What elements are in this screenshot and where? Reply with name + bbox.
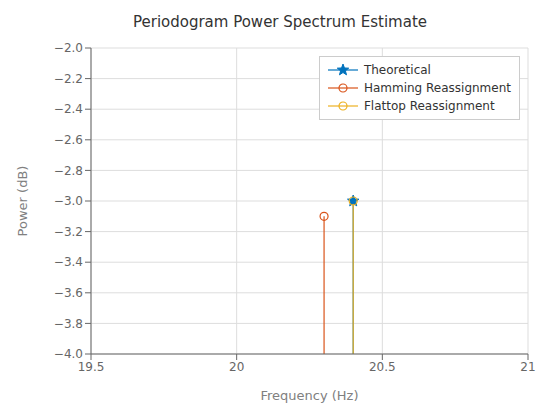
svg-text:−3.4: −3.4 bbox=[54, 255, 83, 269]
svg-text:20: 20 bbox=[229, 360, 244, 374]
svg-text:−2.8: −2.8 bbox=[54, 164, 83, 178]
svg-text:−2.4: −2.4 bbox=[54, 102, 83, 116]
svg-text:−3.8: −3.8 bbox=[54, 317, 83, 331]
svg-text:19.5: 19.5 bbox=[78, 360, 105, 374]
svg-text:Frequency (Hz): Frequency (Hz) bbox=[260, 388, 358, 403]
svg-text:−3.6: −3.6 bbox=[54, 286, 83, 300]
svg-text:−2.6: −2.6 bbox=[54, 133, 83, 147]
svg-text:−3.2: −3.2 bbox=[54, 225, 83, 239]
svg-text:Power (dB): Power (dB) bbox=[15, 166, 30, 237]
svg-text:−2.0: −2.0 bbox=[54, 41, 83, 55]
html-text:Hamming Reassignment: Hamming Reassignment bbox=[363, 81, 511, 95]
svg-text:−2.2: −2.2 bbox=[54, 72, 83, 86]
html-text:Theoretical: Theoretical bbox=[363, 63, 431, 77]
svg-text:−4.0: −4.0 bbox=[54, 347, 83, 361]
svg-text:21: 21 bbox=[520, 360, 535, 374]
svg-text:−3.0: −3.0 bbox=[54, 194, 83, 208]
html-text:Periodogram Power Spectrum Est: Periodogram Power Spectrum Estimate bbox=[133, 13, 427, 31]
html-text:Flattop Reassignment: Flattop Reassignment bbox=[363, 99, 495, 113]
svg-text:20.5: 20.5 bbox=[369, 360, 396, 374]
